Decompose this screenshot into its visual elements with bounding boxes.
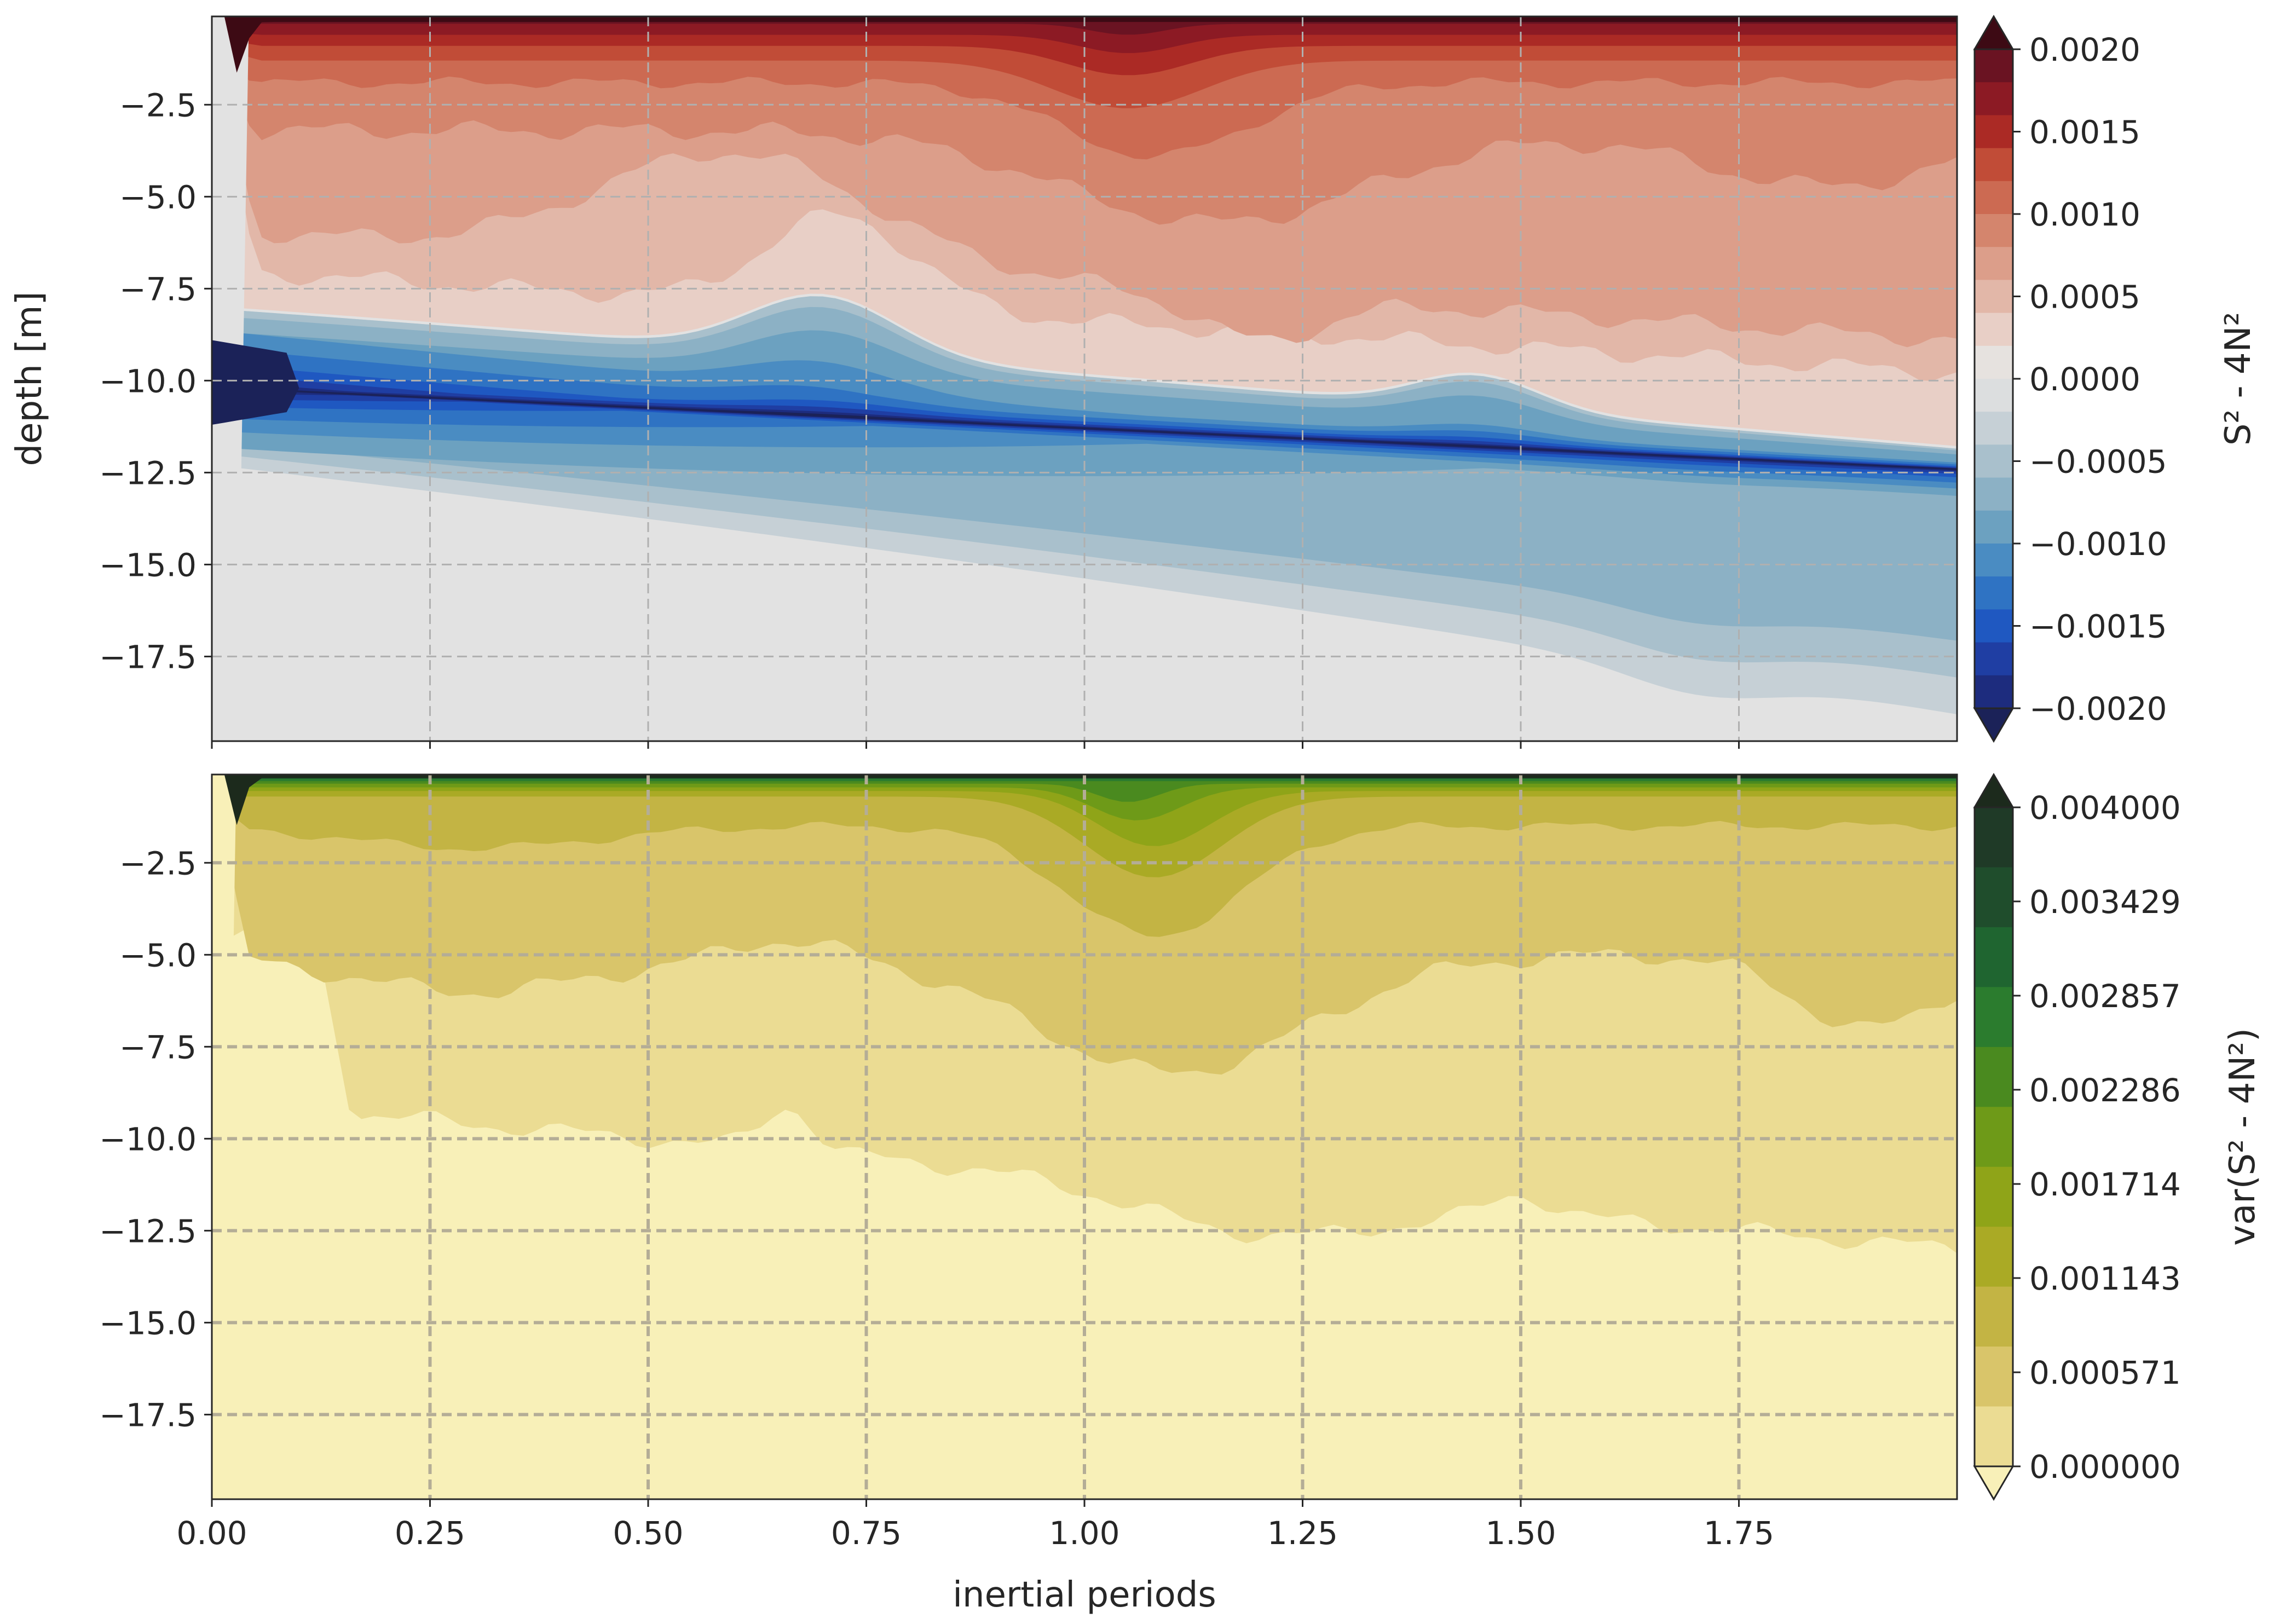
- bottom-grid: [212, 775, 1957, 1499]
- top-y-tick-label: −10.0: [99, 362, 197, 400]
- bot-colorbar-level: [1975, 1166, 2013, 1227]
- bot-x-tick-label: 0.25: [395, 1515, 465, 1552]
- top-colorbar-tick-label: −0.0010: [2029, 525, 2167, 563]
- bot-x-tick-label: 0.75: [831, 1515, 902, 1552]
- bot-colorbar-level: [1975, 987, 2013, 1048]
- top-colorbar-tick-label: 0.0005: [2029, 279, 2140, 316]
- bot-colorbar-tick-label: 0.003429: [2029, 883, 2181, 921]
- bot-x-tick-label: 0.50: [613, 1515, 683, 1552]
- bot-y-tick-label: −5.0: [119, 937, 197, 974]
- top-y-axis-label: depth [m]: [9, 292, 50, 466]
- top-colorbar-level: [1975, 82, 2013, 115]
- top-colorbar-tick-label: 0.0015: [2029, 114, 2140, 151]
- top-colorbar-level: [1975, 444, 2013, 478]
- bottom-panel: −2.5 −5.0 −7.5 −10.0 −12.5 −15.0 −17.5 0.00 0.2…: [99, 773, 2263, 1615]
- top-colorbar-level: [1975, 510, 2013, 544]
- bot-x-tick-label: 1.25: [1267, 1515, 1338, 1552]
- top-colorbar-level: [1975, 214, 2013, 247]
- bottom-colorbar: 0.004000 0.003429 0.002857 0.002286 0.001714…: [1973, 773, 2263, 1501]
- top-colorbar-level: [1975, 345, 2013, 379]
- bot-colorbar-level: [1975, 1227, 2013, 1287]
- bot-y-tick-label: −7.5: [119, 1028, 197, 1066]
- bottom-x-axis: 0.00 0.25 0.50 0.75 1.00 1.25 1.50 1.75: [176, 1499, 1774, 1552]
- bot-colorbar-level: [1975, 1406, 2013, 1467]
- bot-colorbar-level: [1975, 807, 2013, 868]
- bottom-contour-9: [212, 775, 1957, 777]
- bot-colorbar-level: [1975, 1286, 2013, 1347]
- top-colorbar-level: [1975, 181, 2013, 215]
- top-y-tick-label: −12.5: [99, 454, 197, 492]
- bot-y-tick-label: −17.5: [99, 1396, 197, 1434]
- bottom-x-axis-label: inertial periods: [953, 1575, 1216, 1615]
- bot-x-tick-label: 1.00: [1049, 1515, 1119, 1552]
- top-colorbar-level: [1975, 675, 2013, 709]
- top-x-axis: [211, 741, 1740, 749]
- bot-y-tick-label: −12.5: [99, 1212, 197, 1250]
- top-colorbar-min-arrow: [1973, 707, 2015, 743]
- top-y-tick-label: −17.5: [99, 638, 197, 675]
- bot-y-tick-label: −10.0: [99, 1120, 197, 1158]
- bot-colorbar-tick-label: 0.000000: [2029, 1448, 2181, 1486]
- top-y-tick-label: −15.0: [99, 546, 197, 583]
- bottom-contour-10: [212, 775, 1957, 776]
- top-colorbar-level: [1975, 412, 2013, 445]
- top-colorbar-level: [1975, 49, 2013, 83]
- top-colorbar: 0.0020 0.0015 0.0010 0.0005 0.0000 −0.0005 −0.…: [1973, 15, 2259, 743]
- top-colorbar-level: [1975, 609, 2013, 643]
- bot-colorbar-tick-label: 0.000571: [2029, 1354, 2181, 1391]
- top-colorbar-level: [1975, 115, 2013, 149]
- bottom-contour-field: [212, 775, 1957, 1499]
- bot-x-tick-label: 1.50: [1485, 1515, 1556, 1552]
- top-y-tick-label: −5.0: [119, 178, 197, 216]
- bot-colorbar-min-arrow: [1973, 1465, 2015, 1501]
- top-colorbar-tick-label: −0.0020: [2029, 690, 2167, 727]
- bot-x-tick-label: 1.75: [1704, 1515, 1774, 1552]
- bot-colorbar-tick-label: 0.002286: [2029, 1072, 2181, 1109]
- top-colorbar-max-arrow: [1973, 15, 2015, 50]
- top-colorbar-level: [1975, 379, 2013, 412]
- bot-y-tick-label: −15.0: [99, 1304, 197, 1342]
- top-colorbar-level: [1975, 313, 2013, 346]
- top-y-tick-label: −7.5: [119, 270, 197, 308]
- top-colorbar-tick-label: 0.0020: [2029, 31, 2140, 68]
- top-colorbar-label: S² - 4N²: [2218, 312, 2259, 446]
- top-colorbar-level: [1975, 247, 2013, 280]
- top-panel: −2.5 −5.0 −7.5 −10.0 −12.5 −15.0 −17.5 depth […: [9, 15, 2259, 749]
- top-colorbar-level: [1975, 544, 2013, 577]
- top-colorbar-tick-label: 0.0010: [2029, 196, 2140, 233]
- top-y-tick-label: −2.5: [119, 86, 197, 124]
- bot-x-tick-label: 0.00: [176, 1515, 247, 1552]
- bot-colorbar-level: [1975, 1047, 2013, 1107]
- bot-colorbar-tick-label: 0.001714: [2029, 1166, 2181, 1203]
- bot-colorbar-tick-label: 0.002857: [2029, 978, 2181, 1015]
- top-colorbar-tick-label: −0.0015: [2029, 608, 2167, 645]
- top-colorbar-level: [1975, 148, 2013, 182]
- top-y-axis: −2.5 −5.0 −7.5 −10.0 −12.5 −15.0 −17.5: [99, 86, 212, 675]
- bottom-contour-1: [212, 775, 1957, 1075]
- bot-colorbar-level: [1975, 1107, 2013, 1168]
- top-colorbar-level: [1975, 642, 2013, 676]
- bot-colorbar-label: var(S² - 4N²): [2223, 1028, 2263, 1246]
- bot-colorbar-tick-label: 0.001143: [2029, 1260, 2181, 1297]
- bot-colorbar-max-arrow: [1973, 773, 2015, 808]
- bot-colorbar-level: [1975, 1346, 2013, 1407]
- top-colorbar-tick-label: −0.0005: [2029, 443, 2167, 481]
- top-grid: [212, 16, 1957, 741]
- bot-colorbar-level: [1975, 927, 2013, 987]
- bot-colorbar-tick-label: 0.004000: [2029, 789, 2181, 827]
- top-colorbar-level: [1975, 576, 2013, 610]
- top-colorbar-tick-label: 0.0000: [2029, 361, 2140, 398]
- top-colorbar-level: [1975, 280, 2013, 314]
- top-colorbar-level: [1975, 477, 2013, 511]
- bot-colorbar-level: [1975, 867, 2013, 928]
- bottom-y-axis: −2.5 −5.0 −7.5 −10.0 −12.5 −15.0 −17.5: [99, 845, 212, 1434]
- bot-y-tick-label: −2.5: [119, 845, 197, 882]
